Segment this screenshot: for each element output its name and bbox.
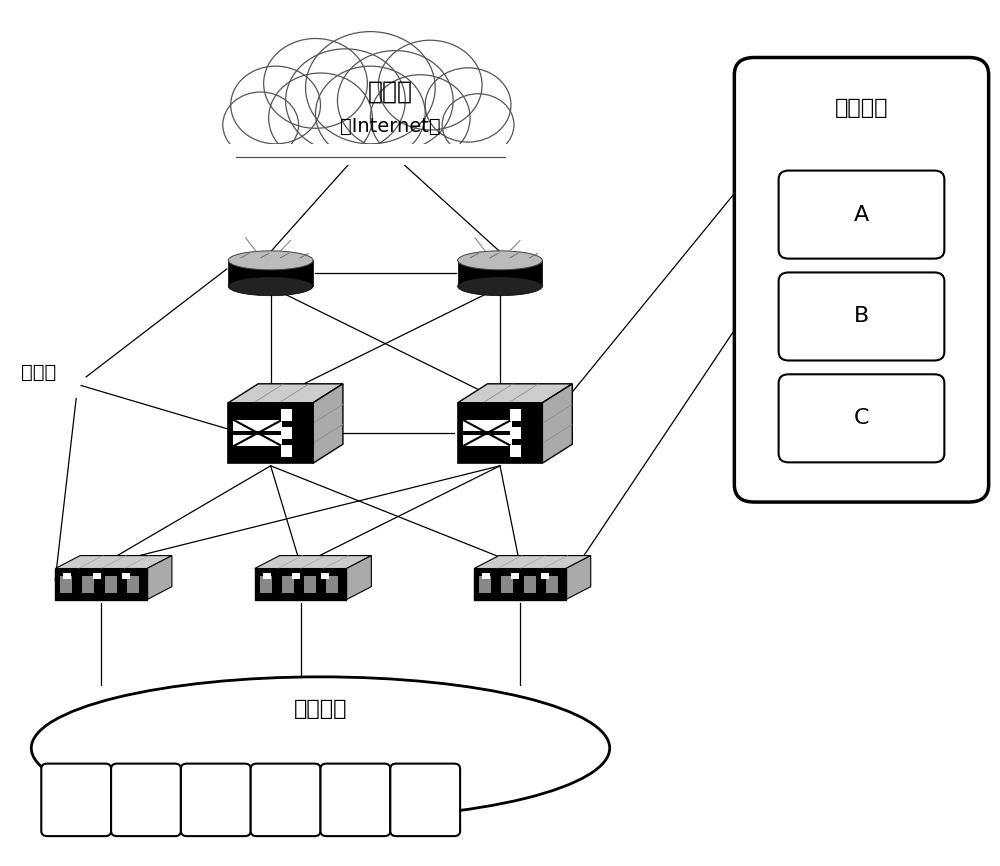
Polygon shape: [474, 556, 591, 568]
Text: 业务网关: 业务网关: [835, 98, 888, 118]
Circle shape: [306, 31, 435, 144]
Circle shape: [264, 38, 367, 128]
Bar: [282, 576, 294, 593]
Ellipse shape: [31, 677, 610, 819]
Ellipse shape: [228, 277, 313, 296]
FancyBboxPatch shape: [320, 764, 390, 837]
Bar: [122, 573, 130, 579]
Circle shape: [223, 92, 299, 158]
Text: 目的主机: 目的主机: [294, 699, 347, 720]
Circle shape: [269, 73, 372, 163]
Circle shape: [370, 74, 470, 161]
Bar: [326, 576, 338, 593]
Polygon shape: [228, 384, 343, 403]
Polygon shape: [542, 384, 572, 463]
Ellipse shape: [228, 251, 313, 270]
Bar: [281, 427, 292, 439]
FancyBboxPatch shape: [181, 764, 251, 837]
Bar: [281, 445, 292, 457]
Bar: [228, 403, 313, 463]
FancyBboxPatch shape: [779, 374, 944, 462]
Bar: [127, 576, 139, 593]
Bar: [458, 261, 542, 287]
Bar: [482, 573, 490, 579]
Bar: [546, 576, 558, 593]
Bar: [82, 576, 94, 593]
Polygon shape: [147, 556, 172, 599]
Bar: [105, 576, 117, 593]
FancyBboxPatch shape: [390, 764, 460, 837]
Bar: [233, 436, 282, 446]
Polygon shape: [458, 384, 572, 403]
Circle shape: [442, 94, 514, 156]
Polygon shape: [255, 556, 371, 568]
Bar: [501, 576, 513, 593]
FancyBboxPatch shape: [41, 764, 111, 837]
Ellipse shape: [458, 251, 542, 270]
Bar: [321, 573, 329, 579]
Polygon shape: [346, 556, 371, 599]
Bar: [63, 573, 71, 579]
Bar: [60, 576, 72, 593]
FancyBboxPatch shape: [734, 57, 989, 502]
Bar: [458, 403, 542, 463]
Circle shape: [231, 66, 321, 144]
Bar: [524, 576, 536, 593]
Polygon shape: [55, 556, 172, 568]
Text: C: C: [854, 409, 869, 429]
FancyBboxPatch shape: [779, 171, 944, 259]
Ellipse shape: [458, 277, 542, 296]
Bar: [228, 261, 313, 287]
Polygon shape: [566, 556, 591, 599]
Bar: [474, 568, 566, 599]
Polygon shape: [313, 384, 343, 463]
Bar: [510, 409, 521, 421]
Text: 因特网: 因特网: [368, 80, 413, 104]
Bar: [479, 576, 491, 593]
Text: B: B: [854, 307, 869, 326]
Bar: [292, 573, 300, 579]
Text: （Internet）: （Internet）: [340, 117, 441, 136]
Circle shape: [425, 68, 511, 142]
Bar: [463, 436, 512, 446]
Text: A: A: [854, 204, 869, 224]
Bar: [281, 409, 292, 421]
Bar: [260, 576, 272, 593]
Circle shape: [378, 40, 482, 130]
Circle shape: [337, 50, 453, 151]
Circle shape: [316, 66, 425, 161]
Text: 路由器: 路由器: [21, 363, 57, 382]
Bar: [263, 573, 271, 579]
FancyBboxPatch shape: [221, 144, 520, 165]
Bar: [304, 576, 316, 593]
FancyBboxPatch shape: [251, 764, 320, 837]
Bar: [55, 568, 147, 599]
Bar: [541, 573, 549, 579]
Bar: [463, 420, 512, 430]
FancyBboxPatch shape: [779, 273, 944, 360]
Bar: [233, 420, 282, 430]
Bar: [510, 427, 521, 439]
Circle shape: [286, 48, 405, 152]
Bar: [511, 573, 519, 579]
Bar: [93, 573, 101, 579]
FancyBboxPatch shape: [111, 764, 181, 837]
Bar: [255, 568, 346, 599]
Bar: [510, 445, 521, 457]
